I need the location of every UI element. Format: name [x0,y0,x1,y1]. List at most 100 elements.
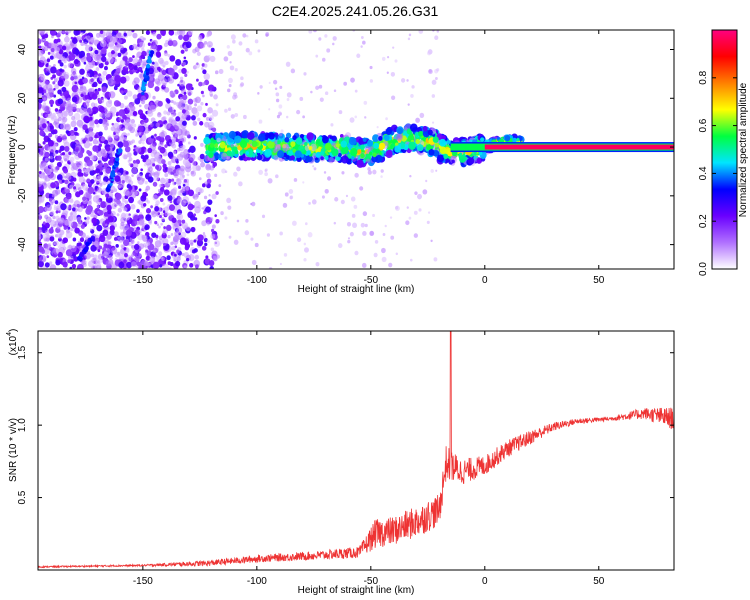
spectrogram-cell [39,174,43,178]
spectrogram-cell [38,148,41,153]
spectrogram-cell [97,73,102,77]
spectrogram-cell [340,199,345,205]
spectrogram-cell [145,30,151,35]
spectrogram-cell [53,121,58,126]
spectrogram-cell [92,81,98,88]
spectrogram-cell [57,59,62,64]
spectrogram-cell [144,103,150,110]
spectrogram-cell [163,242,166,247]
spectrogram-cell [111,112,116,117]
spectrogram-cell [184,245,190,251]
spectrogram-cell [116,43,120,47]
spectrogram-cell [67,110,74,117]
spectrogram-cell [146,241,151,246]
spectrogram-cell [228,130,237,139]
spectrogram-cell [104,60,109,66]
spectrogram-cell [109,182,113,187]
spectrogram-cell [304,144,311,152]
spectrogram-cell [86,107,93,115]
spectrogram-cell [72,207,76,212]
spectrogram-cell [432,121,435,124]
spectrogram-cell [158,57,164,64]
spectrogram-cell [327,176,332,181]
spectrogram-cell [201,220,207,227]
spectrogram-cell [130,203,136,210]
spectrogram-cell [136,261,141,267]
spectrogram-cell [138,229,142,234]
spectrogram-cell [211,224,216,229]
spectrogram-cell [53,87,56,91]
spectrogram-cell [123,239,130,247]
spectrogram-cell [93,254,98,260]
spectrogram-cell [380,169,384,173]
spectrogram-cell [516,137,520,142]
spectrogram-cell [99,75,106,82]
spectrogram-cell [45,113,49,118]
spectrogram-cell [70,161,75,167]
spectrogram-cell [127,132,130,136]
spectrogram-cell [79,50,86,58]
spectrogram-cell [251,259,257,266]
spectrogram-cell [219,141,226,149]
spectrogram-cell [96,257,103,264]
spectrogram-cell [140,195,147,202]
spectrogram-cell [94,49,99,55]
spectrogram-cell [351,156,355,160]
spectrogram-cell [84,94,89,100]
spectrogram-cell [407,103,410,106]
spectrogram-cell [277,140,282,145]
spectrogram-cell [162,231,166,235]
spectrogram-cell [418,208,422,212]
spectrogram-cell [239,150,245,156]
spectrogram-cell [152,45,158,51]
spectrogram-cell [42,221,46,225]
spectrogram-cell [83,86,87,90]
spectrogram-cell [56,207,59,211]
spectrogram-cell [359,186,364,191]
spectrogram-cell [266,233,271,237]
spectrogram-cell [356,159,364,168]
spectrogram-cell [159,177,166,184]
spectrogram-cell [121,179,125,184]
spectrogram-cell [86,72,91,78]
spectrogram-cell [99,171,104,176]
spectrogram-cell [101,86,107,93]
spectrogram-cell [201,207,204,210]
spectrogram-cell [113,132,116,136]
spectrogram-cell [275,92,280,97]
spectrogram-cell [40,75,46,81]
spectrogram-cell [44,157,49,162]
spectrogram-cell [56,217,63,224]
spectrogram-cell [84,217,87,220]
spectrogram-cell [284,192,289,197]
spectrogram-cell [89,142,93,147]
spectrogram-cell [97,265,101,269]
spectrogram-cell [131,253,135,257]
spectrogram-cell [349,117,355,123]
spectrogram-cell [126,90,133,97]
spectrogram-cell [44,262,50,268]
spectrogram-cell [186,89,193,96]
spectrogram-cell [67,259,71,264]
spectrogram-cell [211,109,219,117]
spectrogram-cell [306,150,312,156]
spectrogram-cell [82,168,87,173]
spectrogram-cell [347,237,351,240]
spectrogram-cell [67,226,71,230]
spectrogram-cell [105,146,111,152]
spectrogram-cell [87,130,94,137]
spectrogram-cell [267,178,273,184]
spectrogram-cell [100,112,106,119]
spectrogram-cell [164,178,169,183]
spectrogram-cell [45,237,50,242]
spectrogram-cell [394,145,401,153]
spectrogram-cell [77,152,84,159]
spectrogram-cell [334,197,339,202]
spectrogram-cell [177,147,181,152]
spectrogram-cell [39,56,46,63]
spectrogram-cell [39,163,44,168]
spectrogram-cell [130,118,136,124]
spectrogram-cell [82,124,88,131]
spectrogram-cell [132,43,138,50]
spectrogram-cell [418,130,424,137]
